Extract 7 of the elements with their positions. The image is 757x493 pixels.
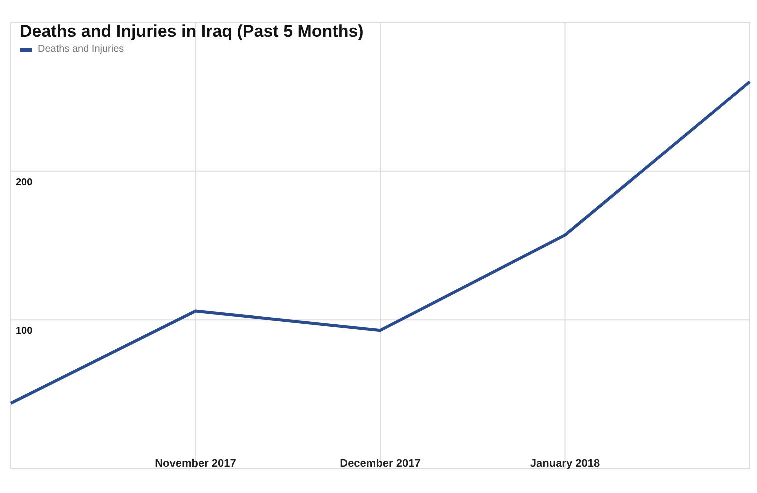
chart-title: Deaths and Injuries in Iraq (Past 5 Months) — [20, 22, 364, 42]
x-tick-label: December 2017 — [340, 458, 421, 470]
y-tick-label: 100 — [16, 326, 34, 338]
y-tick-label: 200 — [16, 177, 34, 188]
legend-label: Deaths and Injuries — [37, 44, 124, 55]
x-tick-label: January 2018 — [530, 458, 600, 470]
x-tick-label: November 2017 — [155, 458, 236, 470]
